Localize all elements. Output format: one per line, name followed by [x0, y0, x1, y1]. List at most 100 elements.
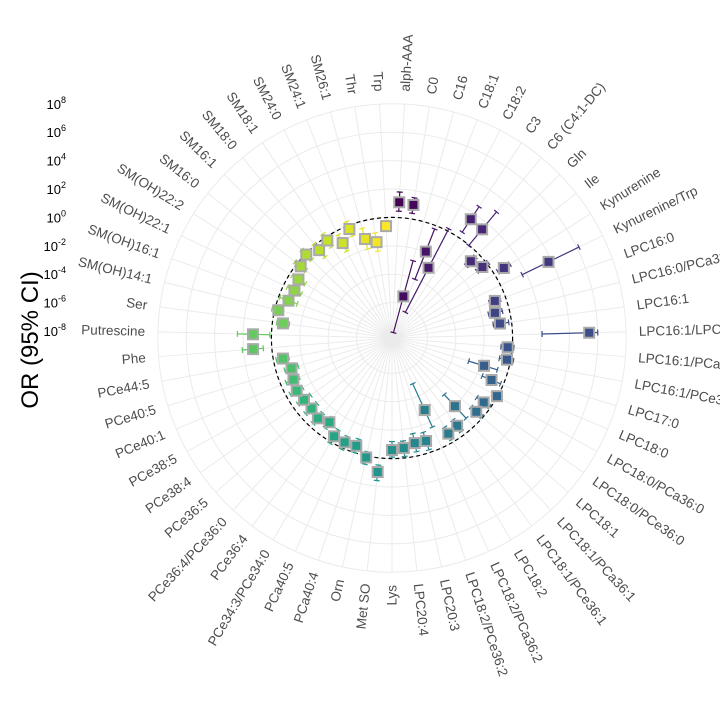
- ci-cap: [335, 232, 342, 237]
- ci-cap: [372, 231, 379, 235]
- ci-cap: [283, 367, 287, 374]
- data-point-group: [290, 272, 308, 287]
- category-label: SM(OH)14:1: [77, 254, 154, 287]
- category-label: C6 (C4:1-DC): [544, 80, 608, 153]
- or-point: [288, 284, 301, 297]
- category-label: LPC17:0: [626, 402, 681, 432]
- data-point-group: [320, 231, 335, 250]
- grid-spoke: [391, 337, 442, 568]
- y-tick-label: 10-6: [44, 294, 66, 311]
- category-label: LPC20:4: [411, 583, 432, 637]
- ci-cap: [498, 380, 503, 387]
- or-point: [380, 220, 393, 233]
- ci-cap: [373, 479, 380, 482]
- tick-exponent: -6: [58, 294, 66, 304]
- tick-exponent: 6: [61, 123, 66, 133]
- ci-cap: [425, 448, 433, 452]
- ci-cap: [285, 284, 290, 291]
- data-point-group: [487, 306, 504, 319]
- or-point: [311, 412, 324, 425]
- ci-cap: [492, 321, 495, 328]
- or-point: [393, 196, 406, 209]
- ci-cap: [445, 226, 452, 231]
- data-point-group: [492, 317, 510, 330]
- or-point: [408, 437, 421, 450]
- category-label: alph-AAA: [398, 34, 416, 92]
- category-label: SM24:1: [278, 62, 309, 111]
- or-point: [490, 390, 503, 403]
- category-label: C18:1: [475, 72, 502, 111]
- ci-cap: [311, 241, 317, 247]
- grid-spoke: [391, 337, 552, 511]
- or-point: [287, 373, 300, 386]
- data-point-group: [480, 373, 503, 387]
- grid-spoke: [391, 258, 613, 339]
- category-label: LPC18:1/PCe36:1: [533, 532, 610, 628]
- or-point: [290, 384, 303, 397]
- category-label: Met SO: [353, 583, 373, 630]
- tick-exponent: 0: [61, 208, 66, 218]
- ci-cap: [343, 249, 350, 254]
- data-point-group: [386, 440, 398, 458]
- or-point: [276, 317, 289, 330]
- data-point-group: [500, 341, 515, 354]
- ci-cap: [493, 209, 500, 215]
- ci-cap: [355, 437, 362, 441]
- category-label: PCe40:5: [103, 402, 158, 432]
- data-point-group: [311, 241, 328, 260]
- or-point: [418, 404, 431, 417]
- grid-spoke: [391, 142, 522, 339]
- data-point-group: [450, 417, 465, 434]
- data-point-group: [338, 434, 351, 452]
- grid-spoke: [176, 337, 393, 430]
- category-label: PCa40:4: [291, 570, 322, 625]
- data-point-group: [409, 381, 436, 429]
- data-point-group: [241, 343, 265, 356]
- category-label: Putrescine: [81, 322, 145, 339]
- ci-cap: [278, 294, 282, 301]
- category-label: Lys: [385, 585, 400, 606]
- ci-cap: [275, 356, 278, 363]
- or-point: [272, 304, 285, 317]
- or-point: [397, 442, 410, 455]
- ci-cap: [409, 212, 416, 215]
- or-point: [583, 326, 596, 339]
- or-point: [246, 328, 259, 341]
- category-label: SM24:0: [250, 74, 285, 122]
- ci-cap: [495, 366, 499, 373]
- ci-cap: [467, 358, 471, 365]
- ci-cap: [320, 231, 326, 237]
- or-point: [464, 213, 477, 226]
- or-point: [478, 359, 491, 372]
- ci-cap: [338, 447, 345, 452]
- data-point-group: [390, 259, 417, 335]
- or-point: [313, 244, 326, 257]
- data-point-group: [380, 219, 393, 233]
- data-point-group: [322, 415, 336, 431]
- data-point-group: [541, 326, 599, 339]
- ci-cap: [410, 259, 417, 263]
- grid-spoke: [391, 337, 533, 527]
- tick-exponent: 4: [61, 152, 66, 162]
- data-point-group: [295, 392, 313, 407]
- or-point: [485, 374, 498, 386]
- or-point: [294, 260, 307, 273]
- grid: [157, 103, 627, 573]
- grid-spoke: [391, 337, 617, 407]
- ci-cap: [501, 307, 504, 315]
- category-label: Ser: [125, 295, 148, 313]
- or-point: [448, 400, 461, 413]
- ci-cap: [413, 450, 420, 453]
- category-label: PCe40:1: [113, 427, 167, 461]
- data-point-group: [288, 384, 305, 398]
- y-tick-label: 102: [47, 180, 66, 197]
- tick-base: 10: [44, 296, 58, 311]
- category-label: LPC16:1/LPC16:0: [639, 321, 720, 339]
- data-point-group: [275, 317, 291, 330]
- or-point: [422, 261, 435, 274]
- data-point-group: [236, 328, 271, 341]
- ci-cap: [351, 450, 358, 455]
- grid-spoke: [391, 213, 591, 339]
- or-point: [336, 237, 349, 250]
